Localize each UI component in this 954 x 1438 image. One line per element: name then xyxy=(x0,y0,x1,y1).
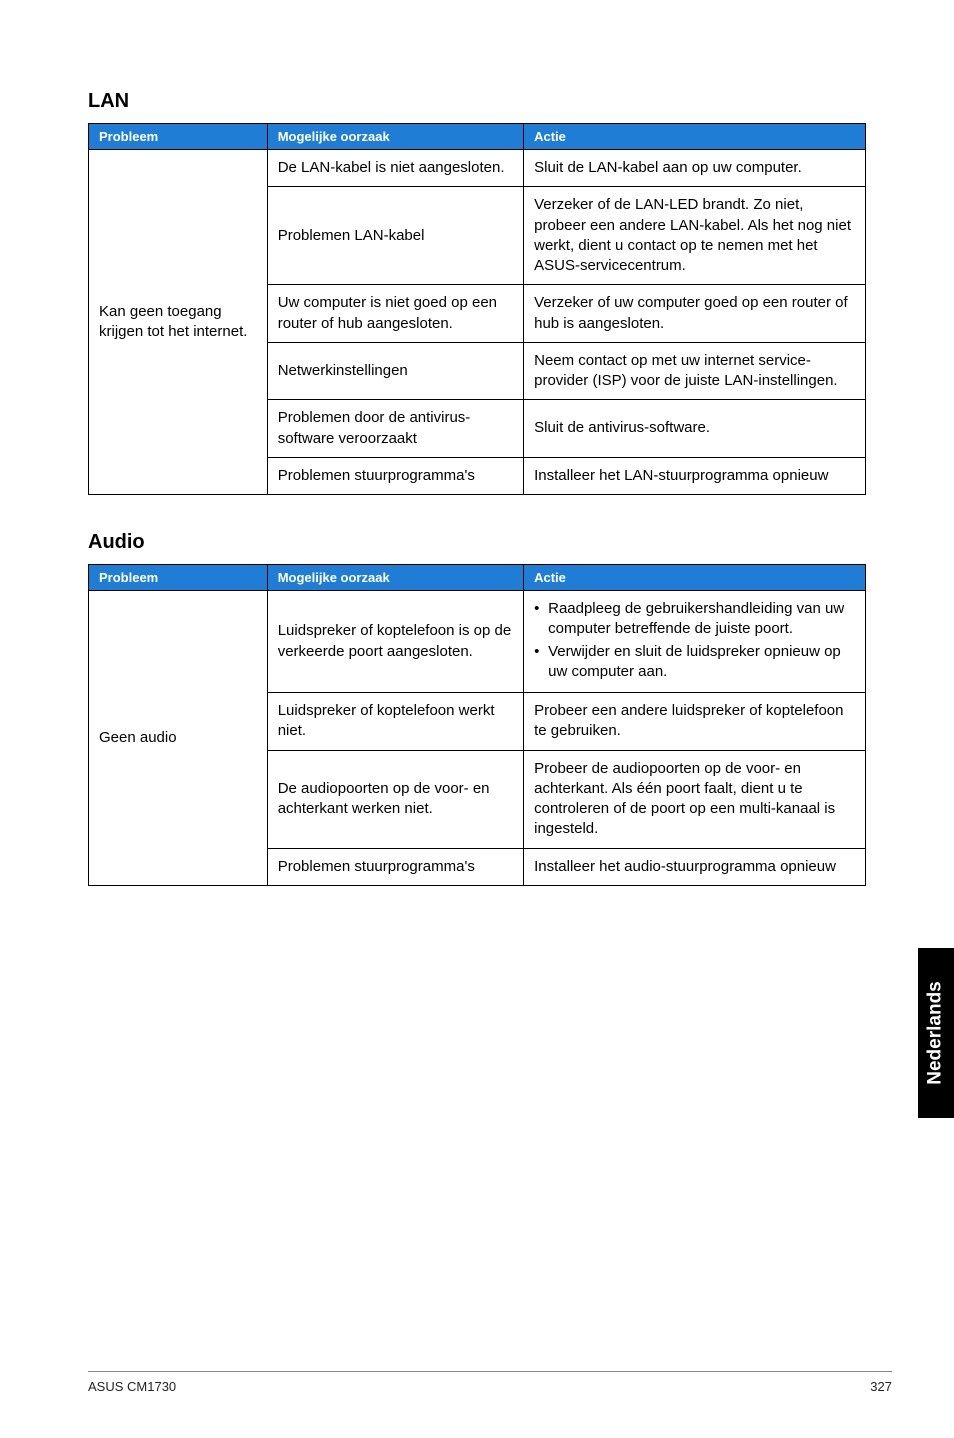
audio-table: Probleem Mogelijke oorzaak Actie Geen au… xyxy=(88,564,866,886)
footer-product: ASUS CM1730 xyxy=(88,1379,176,1394)
audio-cause-3: Problemen stuurprogramma's xyxy=(267,848,523,885)
audio-problem-cell: Geen audio xyxy=(89,591,268,886)
audio-cause-0: Luidspreker of koptelefoon is op de verk… xyxy=(267,591,523,693)
audio-action-2: Probeer de audiopoorten op de voor- en a… xyxy=(524,750,866,848)
lan-table: Probleem Mogelijke oorzaak Actie Kan gee… xyxy=(88,123,866,495)
audio-section-title: Audio xyxy=(88,531,866,554)
lan-problem-cell: Kan geen toegang krijgen tot het interne… xyxy=(89,150,268,495)
lan-cause-5: Problemen stuurprogramma's xyxy=(267,457,523,494)
footer-divider xyxy=(88,1371,892,1372)
language-tab: Nederlands xyxy=(918,948,954,1118)
audio-th-action: Actie xyxy=(524,565,866,591)
lan-cause-2: Uw computer is niet goed op een router o… xyxy=(267,285,523,343)
audio-action-1: Probeer een andere luidspreker of koptel… xyxy=(524,693,866,751)
lan-cause-3: Netwerkinstellingen xyxy=(267,342,523,400)
lan-cause-0: De LAN-kabel is niet aangesloten. xyxy=(267,150,523,187)
lan-action-5: Installeer het LAN-stuurprogramma opnieu… xyxy=(524,457,866,494)
audio-action-0: Raadpleeg de gebruikershandleiding van u… xyxy=(524,591,866,693)
audio-action-3: Installeer het audio-stuurprogramma opni… xyxy=(524,848,866,885)
lan-th-problem: Probleem xyxy=(89,124,268,150)
audio-cause-2: De audiopoorten op de voor- en achterkan… xyxy=(267,750,523,848)
lan-action-3: Neem contact op met uw internet service-… xyxy=(524,342,866,400)
language-tab-label: Nederlands xyxy=(925,981,947,1084)
lan-section-title: LAN xyxy=(88,90,866,113)
audio-action-0-item-0: Raadpleeg de gebruikershandleiding van u… xyxy=(534,599,855,640)
lan-action-2: Verzeker of uw computer goed op een rout… xyxy=(524,285,866,343)
audio-action-0-item-1: Verwijder en sluit de luidspreker opnieu… xyxy=(534,642,855,683)
audio-th-cause: Mogelijke oorzaak xyxy=(267,565,523,591)
audio-cause-1: Luidspreker of koptelefoon werkt niet. xyxy=(267,693,523,751)
lan-cause-1: Problemen LAN-kabel xyxy=(267,187,523,285)
lan-th-action: Actie xyxy=(524,124,866,150)
lan-action-4: Sluit de antivirus-software. xyxy=(524,400,866,458)
lan-cause-4: Problemen door de antivirus-software ver… xyxy=(267,400,523,458)
lan-action-1: Verzeker of de LAN-LED brandt. Zo niet, … xyxy=(524,187,866,285)
footer-page-number: 327 xyxy=(870,1379,892,1394)
audio-th-problem: Probleem xyxy=(89,565,268,591)
lan-th-cause: Mogelijke oorzaak xyxy=(267,124,523,150)
lan-action-0: Sluit de LAN-kabel aan op uw computer. xyxy=(524,150,866,187)
